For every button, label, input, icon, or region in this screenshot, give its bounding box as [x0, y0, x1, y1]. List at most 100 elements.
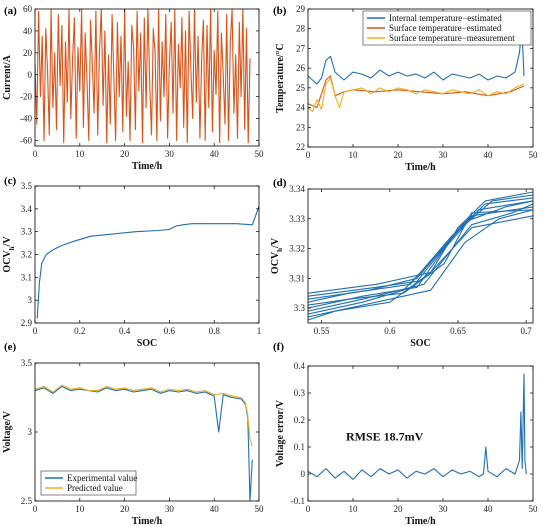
y-tick-label: 0.1 [294, 442, 305, 452]
y-tick-label: 29 [296, 4, 306, 14]
y-tick-label: 0.4 [294, 361, 306, 371]
y-axis-label-main: OCV [2, 250, 13, 273]
x-tick-label: 0.65 [450, 326, 466, 336]
x-tick-label: 10 [75, 149, 85, 159]
x-tick-label: 0.4 [119, 326, 131, 336]
series-line-c-0 [36, 206, 259, 319]
x-tick-label: 40 [210, 504, 220, 514]
x-axis-label: Time/h [132, 161, 163, 172]
series-line-d-0 [308, 206, 533, 315]
y-tick-label: 3.31 [289, 273, 305, 283]
x-tick-label: 50 [529, 150, 539, 160]
y-tick-label: 3.32 [289, 244, 305, 254]
y-tick-label: 27 [296, 43, 306, 53]
axes-box [307, 188, 534, 324]
series-group [308, 191, 533, 321]
x-axis-label: Time/h [132, 516, 163, 526]
x-tick-label: 0.8 [209, 326, 221, 336]
x-tick-label: 1 [257, 326, 262, 336]
x-tick-label: 20 [120, 149, 130, 159]
y-axis-label: OCVh/V [2, 236, 16, 273]
x-tick-label: 30 [165, 504, 175, 514]
x-tick-label: 0.7 [521, 326, 533, 336]
y-tick-label: 3 [28, 427, 33, 437]
series-group [308, 373, 527, 480]
series-group [35, 384, 253, 501]
y-axis-label: Current/A [2, 54, 13, 100]
series-group [35, 9, 251, 144]
y-tick-label: 22 [296, 142, 305, 152]
y-axis-label-unit: /V [270, 237, 281, 249]
series-line-d-2 [308, 197, 533, 303]
y-tick-label: 60 [23, 4, 33, 14]
legend-box [362, 10, 532, 46]
series-line-e-1 [35, 384, 253, 446]
panel-f: (f)0 10 20 30 40 50-0.100.10.20.30.4Time/hVol… [273, 341, 538, 526]
panel-b: (b) 0 10 20 30 40 50 22 23 24 25 26 27 28 29 Time/h Temp… [273, 4, 538, 173]
series-line-d-7 [308, 200, 533, 300]
y-tick-label: 3.3 [21, 227, 33, 237]
y-tick-label: 0.2 [294, 415, 305, 425]
x-tick-label: 20 [394, 150, 404, 160]
y-axis-label-subscript: h [8, 246, 16, 250]
series-line-d-4 [308, 209, 533, 318]
y-tick-label: -60 [20, 136, 32, 146]
series-line-d-8 [308, 215, 533, 321]
x-axis-label: SOC [410, 338, 431, 349]
y-axis-label: OCVh/V [270, 237, 284, 274]
x-axis-label: SOC [137, 338, 158, 349]
series-line-d-3 [308, 194, 533, 297]
series-group [308, 26, 525, 113]
y-tick-label: 3.33 [289, 214, 305, 224]
x-axis-label: Time/h [405, 516, 436, 526]
x-tick-label: 20 [120, 504, 130, 514]
x-tick-label: 30 [439, 150, 449, 160]
x-tick-label: 50 [255, 504, 265, 514]
y-tick-label: -40 [20, 114, 32, 124]
legend-entry: Internal temperature−estimated [389, 13, 502, 23]
panel-c: (c) 0 0.2 0.4 0.6 0.8 1 2.9 3 3.1 3.2 3.3 3.4 3.5 SOC O… [2, 175, 261, 349]
y-axis-label: Voltage/V [2, 410, 13, 453]
y-tick-label: 0 [301, 469, 306, 479]
x-tick-label: 40 [484, 150, 494, 160]
legend-entry: Predicted value [67, 483, 123, 493]
legend-entry: Experimental value [67, 473, 137, 483]
legend-box [40, 470, 137, 496]
y-tick-label: -20 [20, 92, 32, 102]
series-line-d-6 [308, 209, 533, 306]
x-tick-label: 30 [439, 504, 449, 514]
axes-box [34, 8, 260, 147]
series-line-d-9 [308, 191, 533, 294]
y-axis-label: Temperature/°C [275, 43, 286, 113]
x-tick-label: 0.55 [314, 326, 330, 336]
y-tick-label: 3 [28, 295, 33, 305]
y-tick-label: 40 [23, 26, 33, 36]
y-axis-label-unit: /V [2, 236, 13, 248]
y-tick-label: 25 [296, 83, 306, 93]
y-tick-label: 28 [296, 24, 306, 34]
x-tick-label: 0.2 [74, 326, 85, 336]
x-tick-label: 20 [394, 504, 404, 514]
panel-label-d: (d) [273, 177, 287, 189]
series-line-b-0 [308, 26, 525, 85]
y-tick-label: 3.34 [289, 184, 305, 194]
y-tick-label: 2.5 [21, 496, 33, 506]
y-tick-label: 3.4 [21, 204, 33, 214]
x-tick-label: 10 [75, 504, 85, 514]
rmse-annotation: RMSE 18.7mV [346, 429, 424, 443]
series-line-b-2 [308, 77, 525, 113]
series-line-b-1 [308, 75, 525, 109]
axes-box [34, 185, 260, 324]
y-axis-label-main: OCV [270, 251, 281, 274]
series-line-f-0 [308, 373, 527, 480]
axes-box [307, 8, 534, 148]
series-line-a-0 [35, 9, 251, 144]
x-tick-label: 50 [529, 504, 539, 514]
y-tick-label: 23 [296, 122, 306, 132]
x-tick-label: 40 [484, 504, 494, 514]
y-tick-label: -0.1 [291, 496, 305, 506]
y-tick-label: 3.3 [294, 303, 306, 313]
x-tick-label: 10 [349, 150, 359, 160]
y-tick-label: 24 [296, 103, 306, 113]
